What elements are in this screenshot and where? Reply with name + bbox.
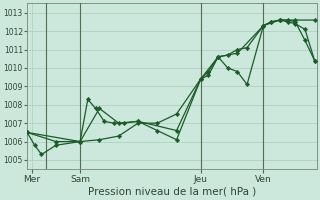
- X-axis label: Pression niveau de la mer( hPa ): Pression niveau de la mer( hPa ): [88, 187, 256, 197]
